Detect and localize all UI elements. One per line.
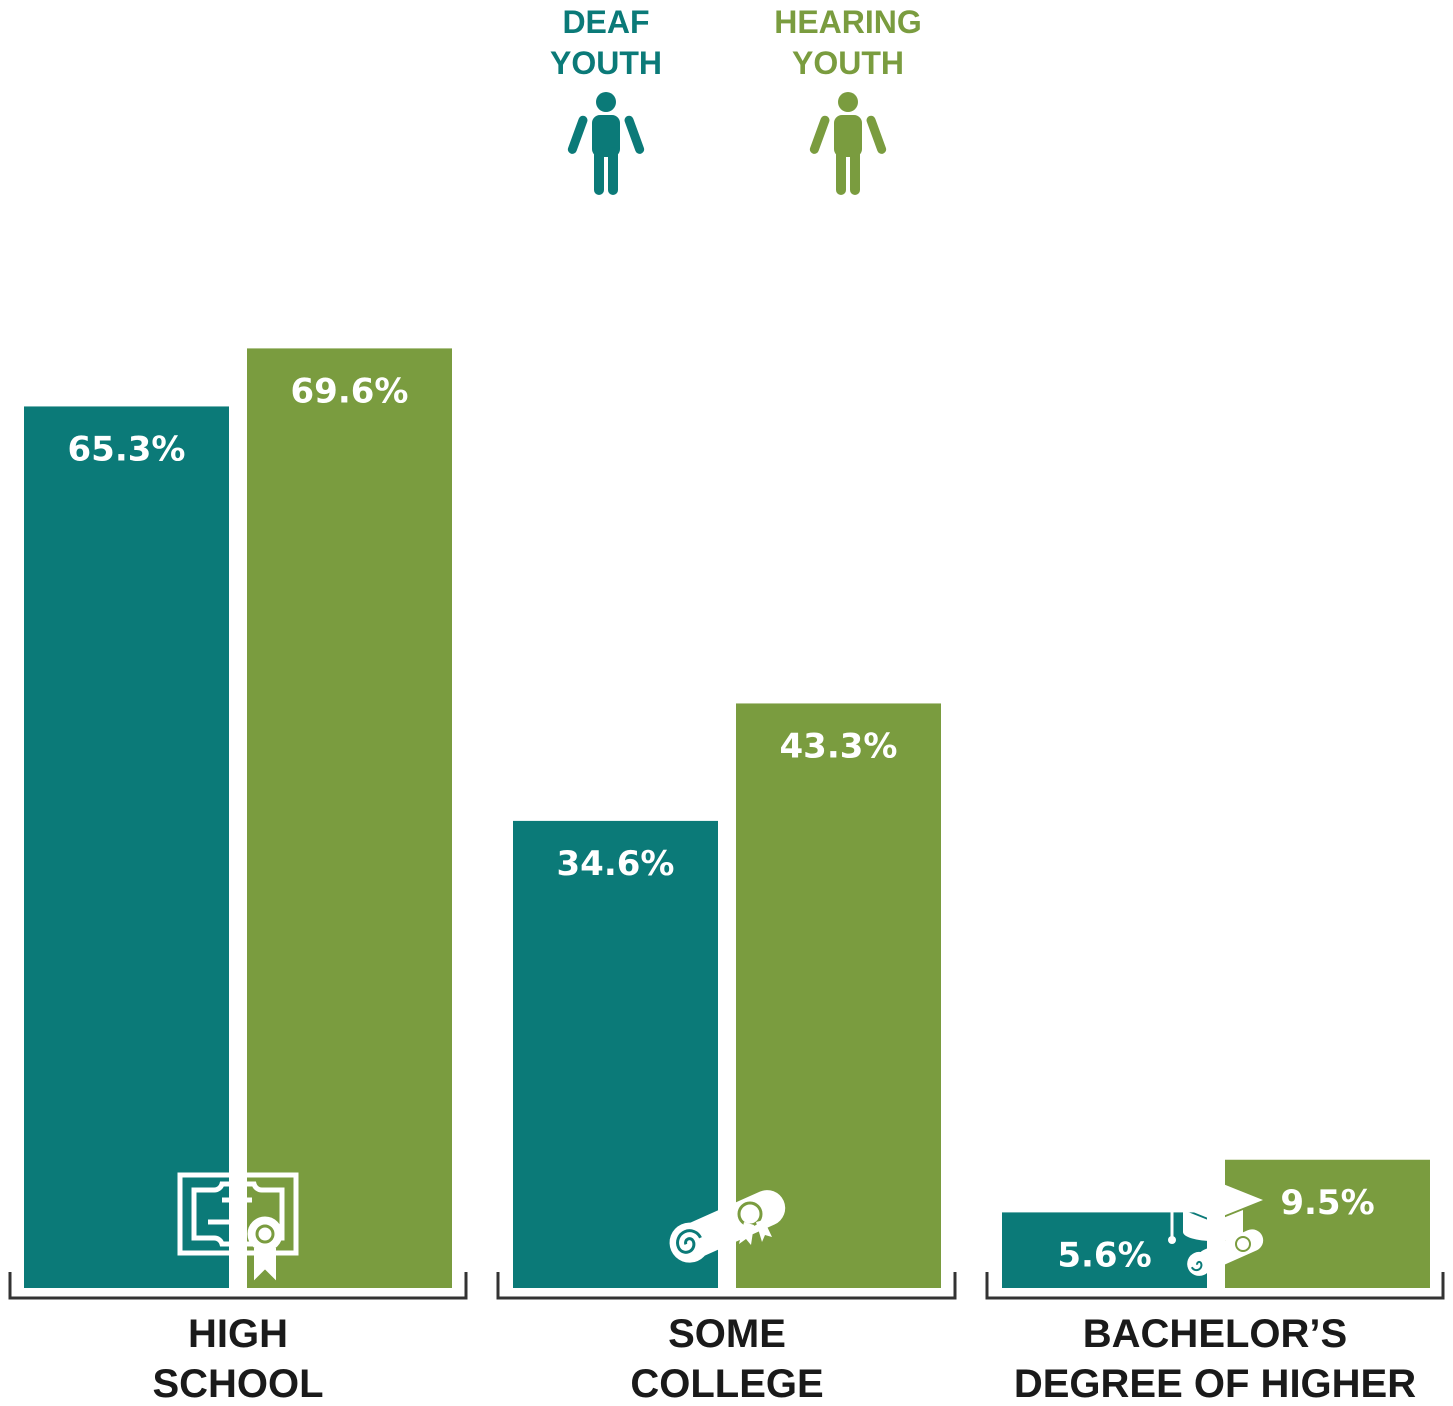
person-icon: [809, 92, 887, 195]
category-brackets: [8, 1272, 1445, 1300]
bracket-bachelors: [985, 1272, 1445, 1300]
legend: DEAF YOUTH HEARING YOUTH: [550, 4, 922, 195]
bars: [24, 348, 1430, 1288]
category-label-line: DEGREE OF HIGHER: [1014, 1362, 1416, 1406]
value-label-some-college-deaf-youth: 34.6%: [557, 844, 675, 884]
bracket-high-school: [8, 1272, 468, 1300]
legend-item-deaf: DEAF YOUTH: [550, 4, 662, 195]
legend-deaf-line2: YOUTH: [550, 45, 662, 81]
value-labels: 65.3% 69.6% 34.6% 43.3% 5.6% 9.5%: [68, 371, 1375, 1275]
legend-deaf-line1: DEAF: [562, 4, 649, 40]
value-label-high-school-deaf-youth: 65.3%: [68, 429, 186, 469]
category-label-line: SCHOOL: [152, 1362, 323, 1406]
bar-high-school-deaf-youth: [24, 406, 229, 1288]
bar-high-school-hearing-youth: [247, 348, 452, 1288]
value-label-some-college-hearing-youth: 43.3%: [780, 726, 898, 766]
category-label-line: COLLEGE: [630, 1362, 823, 1406]
legend-hearing-line2: YOUTH: [792, 45, 904, 81]
bar-some-college-deaf-youth: [513, 820, 718, 1288]
value-label-bachelor-s-degree-of-higher-hearing-youth: 9.5%: [1280, 1183, 1374, 1223]
legend-hearing-line1: HEARING: [774, 4, 922, 40]
value-label-high-school-hearing-youth: 69.6%: [291, 371, 409, 411]
category-label-line: SOME: [668, 1312, 786, 1356]
legend-item-hearing: HEARING YOUTH: [774, 4, 922, 195]
certificate-icon: [177, 1172, 299, 1281]
bar-bachelor-s-degree-of-higher-hearing-youth: [1225, 1159, 1430, 1288]
value-label-bachelor-s-degree-of-higher-deaf-youth: 5.6%: [1057, 1235, 1151, 1275]
category-label-line: BACHELOR’S: [1083, 1312, 1347, 1356]
category-label-line: HIGH: [188, 1312, 288, 1356]
bracket-some-college: [496, 1272, 957, 1300]
person-icon: [567, 92, 645, 195]
diploma-scroll-icon: [669, 1190, 786, 1263]
category-labels: HIGH SCHOOL SOME COLLEGE BACHELOR’S DEGR…: [152, 1312, 1416, 1406]
graduation-cap-icon: [1163, 1180, 1264, 1276]
